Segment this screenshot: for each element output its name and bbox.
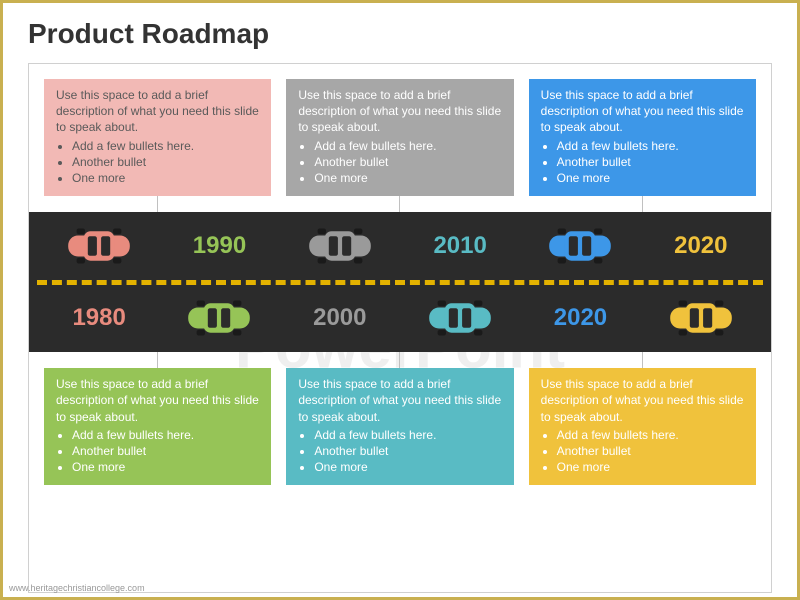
description-card: Use this space to add a brief descriptio…	[44, 79, 271, 196]
connectors-bottom	[44, 352, 756, 368]
roadmap-panel: Made forPowerPoint Use this space to add…	[28, 63, 772, 593]
road-year: 1990	[160, 232, 280, 260]
attribution: www.heritagechristiancollege.com	[9, 583, 145, 593]
year-label: 1990	[193, 232, 246, 260]
road-lane-bottom: 1980 2000 2020	[29, 285, 771, 353]
car-icon	[305, 227, 375, 265]
year-label: 2020	[554, 304, 607, 332]
card-description: Use this space to add a brief descriptio…	[541, 376, 744, 425]
car-icon	[64, 227, 134, 265]
card-bullet: Another bullet	[314, 154, 501, 170]
road-year: 2020	[521, 304, 641, 332]
year-label: 2020	[674, 232, 727, 260]
card-description: Use this space to add a brief descriptio…	[298, 376, 501, 425]
connectors-top	[44, 196, 756, 212]
road-car	[280, 227, 400, 265]
car-icon	[666, 299, 736, 337]
card-bullet: Add a few bullets here.	[314, 427, 501, 443]
card-bullet: One more	[314, 459, 501, 475]
car-icon	[425, 299, 495, 337]
car-icon	[64, 227, 134, 265]
card-bullet: Another bullet	[557, 154, 744, 170]
card-bullets: Add a few bullets here.Another bulletOne…	[541, 138, 744, 187]
page-title: Product Roadmap	[3, 3, 797, 58]
bottom-card-row: Use this space to add a brief descriptio…	[44, 368, 756, 485]
road-lane-top: 1990 2010 2020	[29, 212, 771, 280]
card-bullet: Add a few bullets here.	[557, 427, 744, 443]
road-car	[400, 299, 520, 337]
card-description: Use this space to add a brief descriptio…	[298, 87, 501, 136]
card-bullet: Another bullet	[72, 443, 259, 459]
card-description: Use this space to add a brief descriptio…	[541, 87, 744, 136]
card-bullet: One more	[72, 170, 259, 186]
year-label: 2000	[313, 304, 366, 332]
description-card: Use this space to add a brief descriptio…	[529, 79, 756, 196]
card-bullets: Add a few bullets here.Another bulletOne…	[541, 427, 744, 476]
road-car	[641, 299, 761, 337]
top-card-row: Use this space to add a brief descriptio…	[44, 79, 756, 196]
card-bullet: One more	[557, 170, 744, 186]
road-car	[39, 227, 159, 265]
car-icon	[545, 227, 615, 265]
card-bullet: Add a few bullets here.	[314, 138, 501, 154]
card-bullet: One more	[72, 459, 259, 475]
year-label: 1980	[72, 304, 125, 332]
card-bullet: Another bullet	[314, 443, 501, 459]
card-bullet: Add a few bullets here.	[557, 138, 744, 154]
car-icon	[425, 299, 495, 337]
card-bullets: Add a few bullets here.Another bulletOne…	[298, 427, 501, 476]
card-bullet: Another bullet	[72, 154, 259, 170]
car-icon	[305, 227, 375, 265]
card-bullet: Add a few bullets here.	[72, 427, 259, 443]
road-year: 2000	[280, 304, 400, 332]
card-bullet: Add a few bullets here.	[72, 138, 259, 154]
road-year: 2020	[641, 232, 761, 260]
description-card: Use this space to add a brief descriptio…	[286, 79, 513, 196]
car-icon	[666, 299, 736, 337]
card-bullets: Add a few bullets here.Another bulletOne…	[56, 427, 259, 476]
description-card: Use this space to add a brief descriptio…	[286, 368, 513, 485]
road: 1990 2010 2020 1980 2000	[29, 212, 771, 352]
road-car	[521, 227, 641, 265]
card-bullet: One more	[314, 170, 501, 186]
road-car	[160, 299, 280, 337]
year-label: 2010	[433, 232, 486, 260]
description-card: Use this space to add a brief descriptio…	[529, 368, 756, 485]
card-bullets: Add a few bullets here.Another bulletOne…	[298, 138, 501, 187]
card-bullets: Add a few bullets here.Another bulletOne…	[56, 138, 259, 187]
road-year: 1980	[39, 304, 159, 332]
car-icon	[545, 227, 615, 265]
card-description: Use this space to add a brief descriptio…	[56, 376, 259, 425]
road-year: 2010	[400, 232, 520, 260]
car-icon	[184, 299, 254, 337]
car-icon	[184, 299, 254, 337]
card-bullet: Another bullet	[557, 443, 744, 459]
description-card: Use this space to add a brief descriptio…	[44, 368, 271, 485]
card-bullet: One more	[557, 459, 744, 475]
card-description: Use this space to add a brief descriptio…	[56, 87, 259, 136]
